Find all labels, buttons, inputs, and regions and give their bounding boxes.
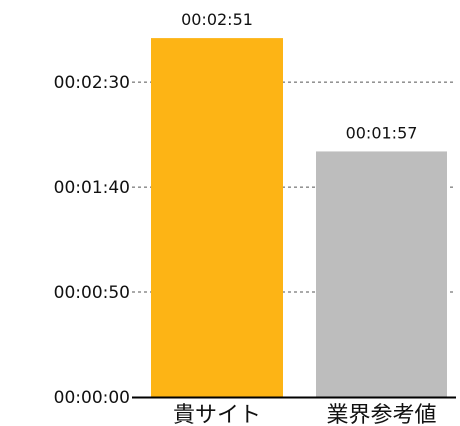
bars bbox=[151, 38, 447, 397]
x-category-label: 業界参考値 bbox=[326, 403, 436, 426]
bar bbox=[151, 38, 283, 397]
x-category-label: 貴サイト bbox=[173, 403, 261, 426]
y-tick-label: 00:01:40 bbox=[54, 178, 130, 198]
data-label: 00:01:57 bbox=[346, 123, 418, 142]
y-tick-label: 00:02:30 bbox=[54, 73, 130, 93]
bar bbox=[316, 151, 447, 397]
y-tick-label: 00:00:50 bbox=[54, 283, 130, 303]
data-label: 00:02:51 bbox=[181, 10, 253, 29]
y-tick-label: 00:00:00 bbox=[54, 388, 130, 408]
labels: 00:00:00 00:00:50 00:01:40 00:02:30 00:02:51… bbox=[54, 10, 437, 426]
